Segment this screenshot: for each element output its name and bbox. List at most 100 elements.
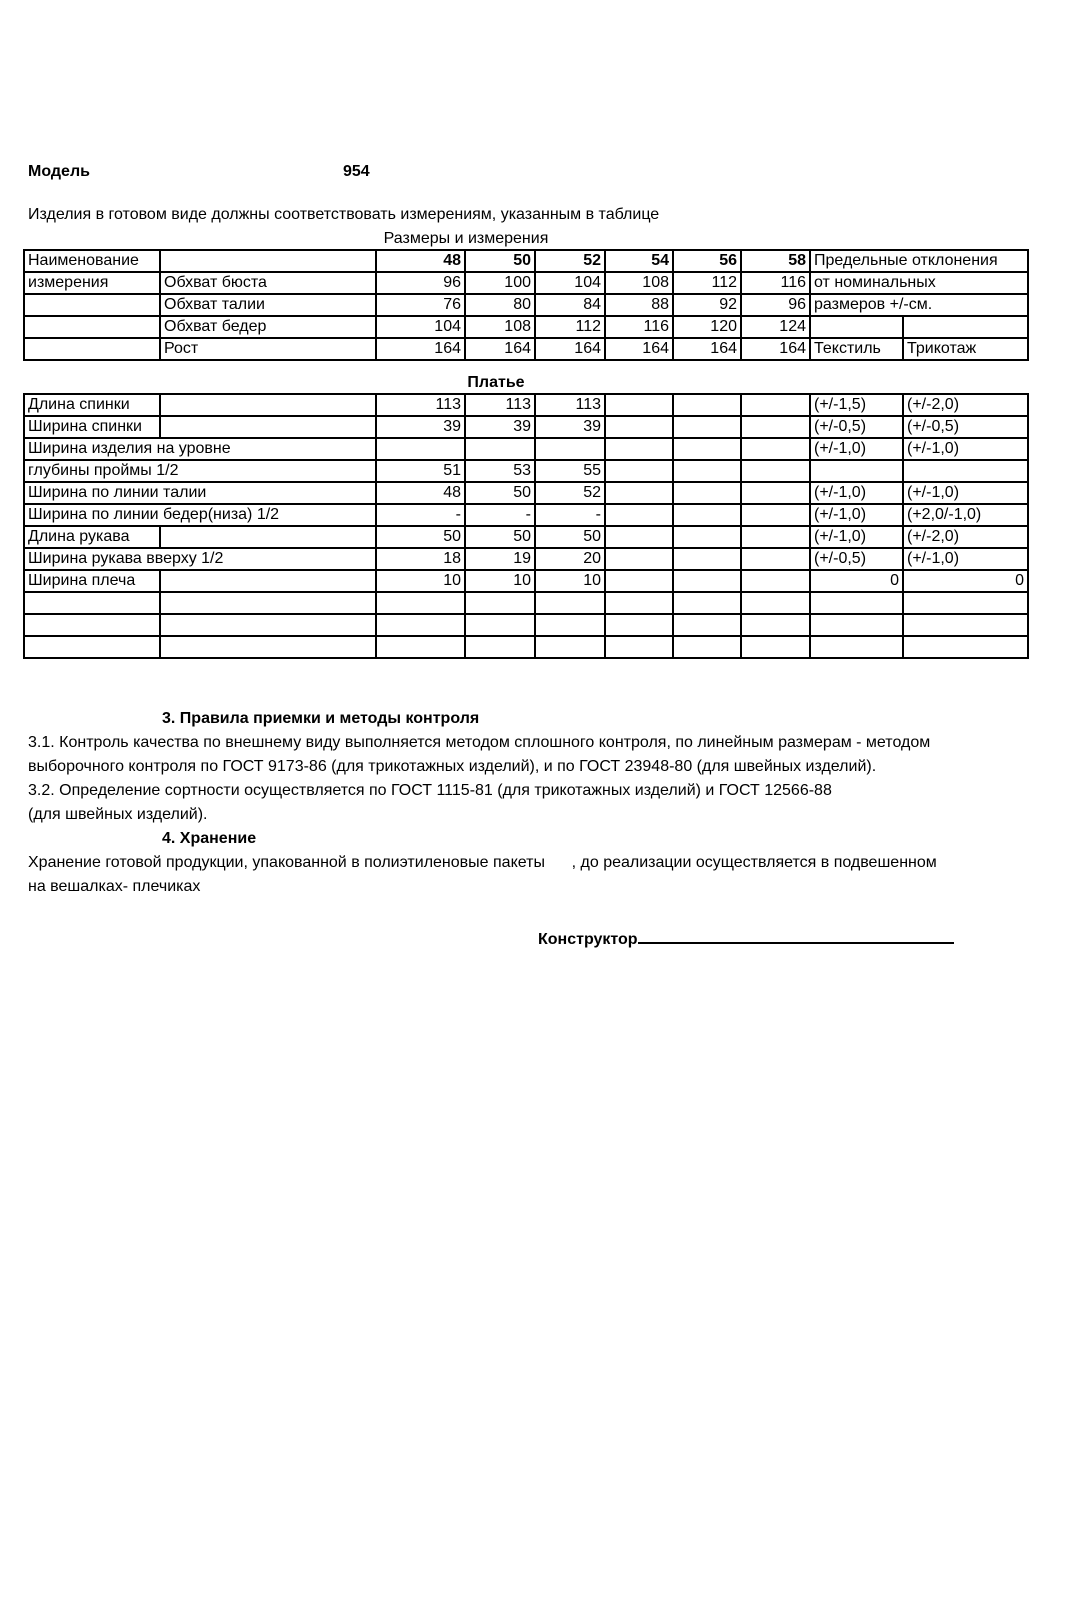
measurement-label-cell: Ширина по линии талии xyxy=(23,481,377,505)
size-value-cell xyxy=(534,437,606,461)
size-value-cell xyxy=(604,481,674,505)
size-value-cell: 19 xyxy=(464,547,536,571)
size-value-cell xyxy=(464,437,536,461)
empty-cell xyxy=(159,569,377,593)
table-row: Рост 164 164 164 164 164 164 Текстиль Трикотаж xyxy=(23,337,1030,361)
section3-line: 3.1. Контроль качества по внешнему виду … xyxy=(28,734,931,751)
size-value-cell xyxy=(740,569,811,593)
size-value-cell: 54 xyxy=(604,249,674,273)
size-value-cell: 48 xyxy=(375,481,466,505)
textile-tolerance-cell: (+/-0,5) xyxy=(809,547,904,571)
size-value-cell: 124 xyxy=(740,315,811,339)
size-value-cell xyxy=(672,613,742,637)
size-value-cell: 96 xyxy=(375,271,466,295)
size-value-cell: - xyxy=(464,503,536,527)
size-value-cell xyxy=(464,635,536,659)
table-row: Ширина по линии талии 48 50 52 (+/-1,0) (+/-1… xyxy=(23,481,1029,505)
size-value-cell: 39 xyxy=(464,415,536,439)
size-value-cell: 50 xyxy=(534,525,606,549)
table-row xyxy=(23,613,1029,637)
table-row: измерения Обхват бюста 96 100 104 108 112 116 от… xyxy=(23,271,1030,295)
textile-tolerance-cell xyxy=(809,635,904,659)
empty-cell xyxy=(159,613,377,637)
size-value-cell: 10 xyxy=(375,569,466,593)
measurement-name-cell xyxy=(23,337,161,361)
size-value-cell: 113 xyxy=(534,393,606,417)
size-value-cell: 104 xyxy=(534,271,606,295)
knit-tolerance-cell: (+/-2,0) xyxy=(902,525,1029,549)
size-value-cell: 52 xyxy=(534,481,606,505)
size-value-cell xyxy=(604,525,674,549)
size-value-cell xyxy=(672,459,742,483)
size-value-cell: 76 xyxy=(375,293,466,317)
model-label: Модель xyxy=(28,163,90,180)
table-row: Ширина плеча 10 10 10 0 0 xyxy=(23,569,1029,593)
knit-cell xyxy=(901,315,1030,339)
empty-cell xyxy=(159,393,377,417)
signature-label: Конструктор xyxy=(538,931,638,948)
size-value-cell: 84 xyxy=(534,293,606,317)
size-value-cell xyxy=(672,415,742,439)
size-value-cell xyxy=(672,547,742,571)
size-value-cell: 164 xyxy=(672,337,742,361)
size-value-cell xyxy=(740,481,811,505)
size-value-cell: 48 xyxy=(375,249,466,273)
measurement-label-cell: глубины проймы 1/2 xyxy=(23,459,377,483)
deviation-cell: Предельные отклонения xyxy=(808,249,1030,273)
size-value-cell xyxy=(604,437,674,461)
size-value-cell: 20 xyxy=(534,547,606,571)
size-value-cell: 53 xyxy=(464,459,536,483)
size-value-cell: 108 xyxy=(464,315,536,339)
table-row: Наименование 48 50 52 54 56 58 Предельные откло… xyxy=(23,249,1030,273)
knit-tolerance-cell xyxy=(902,613,1029,637)
measurement-label-cell xyxy=(23,613,161,637)
size-value-cell: 116 xyxy=(604,315,674,339)
section3-line: 3.2. Определение сортности осуществляетс… xyxy=(28,782,832,799)
empty-cell xyxy=(159,591,377,615)
size-value-cell xyxy=(375,437,466,461)
sizes-table: Наименование 48 50 52 54 56 58 Предельные откло… xyxy=(23,249,1030,361)
size-value-cell xyxy=(672,569,742,593)
textile-tolerance-cell: (+/-1,0) xyxy=(809,525,904,549)
size-value-cell xyxy=(534,613,606,637)
textile-tolerance-cell xyxy=(809,613,904,637)
size-value-cell xyxy=(534,591,606,615)
size-value-cell: 104 xyxy=(375,315,466,339)
size-value-cell xyxy=(604,613,674,637)
size-value-cell: 112 xyxy=(534,315,606,339)
measurement-label-cell: Ширина по линии бедер(низа) 1/2 xyxy=(23,503,377,527)
size-value-cell xyxy=(604,459,674,483)
size-value-cell: 50 xyxy=(464,481,536,505)
textile-tolerance-cell: 0 xyxy=(809,569,904,593)
measurement-label-cell: Длина рукава xyxy=(23,525,161,549)
size-value-cell: 113 xyxy=(464,393,536,417)
size-value-cell: 164 xyxy=(604,337,674,361)
size-value-cell: 51 xyxy=(375,459,466,483)
size-value-cell xyxy=(604,415,674,439)
size-value-cell: 50 xyxy=(375,525,466,549)
size-value-cell xyxy=(740,591,811,615)
size-value-cell xyxy=(740,459,811,483)
size-value-cell xyxy=(740,635,811,659)
size-value-cell xyxy=(672,503,742,527)
knit-tolerance-cell xyxy=(902,635,1029,659)
size-value-cell: 18 xyxy=(375,547,466,571)
size-value-cell: 112 xyxy=(672,271,742,295)
size-value-cell: 164 xyxy=(740,337,811,361)
size-value-cell xyxy=(740,437,811,461)
section4-line: Хранение готовой продукции, упакованной … xyxy=(28,854,937,871)
textile-cell: Текстиль xyxy=(809,337,904,361)
measurement-name-cell: измерения xyxy=(23,271,161,295)
measurement-label-cell xyxy=(23,635,161,659)
size-value-cell: 80 xyxy=(464,293,536,317)
textile-tolerance-cell: (+/-0,5) xyxy=(809,415,904,439)
size-value-cell xyxy=(375,613,466,637)
measurement-cell xyxy=(159,249,377,273)
size-value-cell: 10 xyxy=(534,569,606,593)
size-value-cell xyxy=(672,525,742,549)
size-value-cell xyxy=(740,525,811,549)
size-value-cell: 116 xyxy=(740,271,811,295)
size-value-cell xyxy=(672,437,742,461)
empty-cell xyxy=(159,635,377,659)
knit-tolerance-cell: (+/-0,5) xyxy=(902,415,1029,439)
